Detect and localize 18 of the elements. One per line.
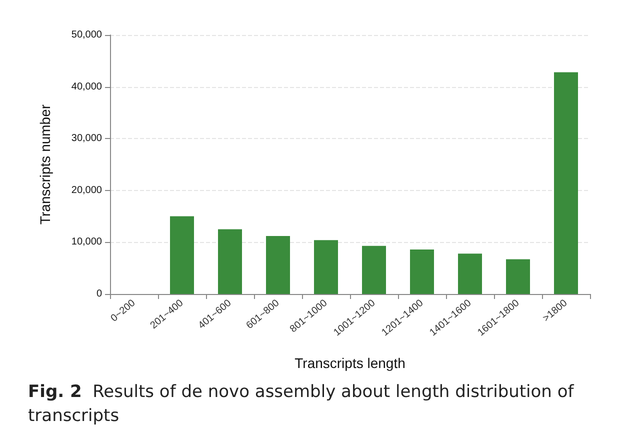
y-tick-label: 10,000 bbox=[71, 236, 102, 248]
y-axis-title: Transcripts number bbox=[37, 104, 53, 225]
bar bbox=[266, 236, 290, 294]
bar bbox=[218, 229, 242, 294]
bar bbox=[362, 246, 386, 294]
bar bbox=[314, 240, 338, 294]
bar bbox=[554, 72, 578, 294]
bar bbox=[170, 216, 194, 294]
y-tick-label: 30,000 bbox=[71, 133, 102, 144]
y-tick-label: 20,000 bbox=[71, 184, 102, 196]
bar bbox=[458, 254, 482, 294]
y-tick-label: 40,000 bbox=[71, 81, 102, 92]
caption: Fig. 2 Results of de novo assembly about length distribution of transcripts bbox=[28, 381, 575, 428]
x-axis-title: Transcripts length bbox=[294, 355, 406, 371]
y-tick-label: 0 bbox=[96, 288, 102, 300]
bar bbox=[410, 249, 434, 294]
y-tick-label: 50,000 bbox=[71, 30, 102, 40]
bar bbox=[506, 259, 530, 294]
